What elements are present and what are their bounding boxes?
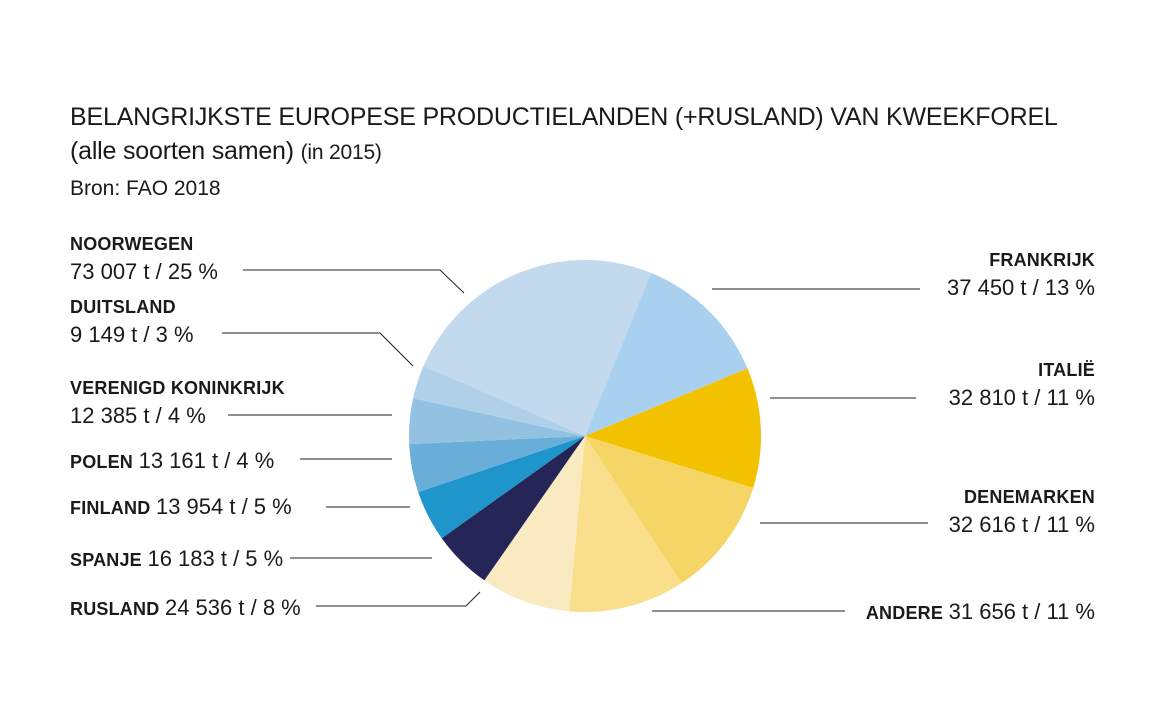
label-duitsland: DUITSLAND 9 149 t / 3 %: [70, 294, 194, 348]
pie-slice-finland: [418, 436, 585, 539]
label-polen: POLEN 13 161 t / 4 %: [70, 447, 274, 476]
pie-slice-spanje: [441, 436, 585, 581]
label-name: ANDERE: [865, 603, 944, 623]
chart-source: Bron: FAO 2018: [70, 177, 221, 200]
label-value: 32 616 t / 11 %: [948, 512, 1095, 537]
pie-slice-italie: [585, 368, 761, 489]
label-name: RUSLAND: [70, 599, 160, 619]
label-name: FINLAND: [70, 498, 151, 518]
label-value: 73 007 t / 25 %: [70, 259, 218, 284]
pie-slice-rusland: [484, 436, 585, 612]
label-value: 9 149 t / 3 %: [70, 322, 194, 347]
leader-line-rusland: [316, 591, 481, 607]
label-italie: ITALIË 32 810 t / 11 %: [949, 357, 1095, 411]
label-value: 13 954 t / 5 %: [155, 494, 292, 519]
label-spanje: SPANJE 16 183 t / 5 %: [70, 545, 283, 574]
label-name: VERENIGD KONINKRIJK: [70, 378, 285, 398]
label-value: 16 183 t / 5 %: [147, 546, 284, 571]
pie-slice-denemarken: [585, 436, 754, 584]
label-rusland: RUSLAND 24 536 t / 8 %: [70, 594, 301, 623]
chart-subtitle: (alle soorten samen): [70, 137, 294, 165]
label-finland: FINLAND 13 954 t / 5 %: [70, 493, 292, 522]
chart-title-line1: BELANGRIJKSTE EUROPESE PRODUCTIELANDEN (…: [70, 103, 1058, 131]
label-value: 31 656 t / 11 %: [948, 599, 1095, 624]
leader-line-duitsland: [222, 332, 414, 367]
label-name: POLEN: [70, 452, 134, 472]
pie-slice-andere: [569, 436, 682, 612]
label-value: 32 810 t / 11 %: [948, 385, 1095, 410]
label-value: 24 536 t / 8 %: [164, 595, 301, 620]
leader-line-noorwegen: [243, 269, 465, 294]
label-value: 37 450 t / 13 %: [947, 275, 1095, 300]
pie-slice-polen: [409, 436, 585, 493]
label-name: FRANKRIJK: [989, 250, 1095, 270]
label-verenigd-koninkrijk: VERENIGD KONINKRIJK 12 385 t / 4 %: [70, 375, 285, 429]
label-value: 12 385 t / 4 %: [70, 403, 206, 428]
chart-year: (in 2015): [300, 141, 382, 164]
chart-title: BELANGRIJKSTE EUROPESE PRODUCTIELANDEN (…: [70, 100, 1058, 170]
label-name: ITALIË: [1038, 360, 1095, 380]
label-value: 13 161 t / 4 %: [138, 448, 275, 473]
label-name: NOORWEGEN: [70, 234, 194, 254]
pie-slice-frankrijk: [585, 272, 748, 436]
label-name: SPANJE: [70, 550, 142, 570]
label-name: DUITSLAND: [70, 297, 176, 317]
chart-title-line2: (alle soorten samen) (in 2015): [70, 134, 1058, 170]
label-noorwegen: NOORWEGEN 73 007 t / 25 %: [70, 231, 218, 285]
pie-slice-duitsland: [413, 365, 585, 436]
pie-slice-noorwegen: [423, 260, 651, 436]
label-andere: ANDERE 31 656 t / 11 %: [866, 598, 1095, 627]
label-name: DENEMARKEN: [963, 487, 1095, 507]
pie-slice-verenigd-koninkrijk: [409, 398, 585, 445]
label-denemarken: DENEMARKEN 32 616 t / 11 %: [949, 484, 1095, 538]
label-frankrijk: FRANKRIJK 37 450 t / 13 %: [947, 247, 1095, 301]
